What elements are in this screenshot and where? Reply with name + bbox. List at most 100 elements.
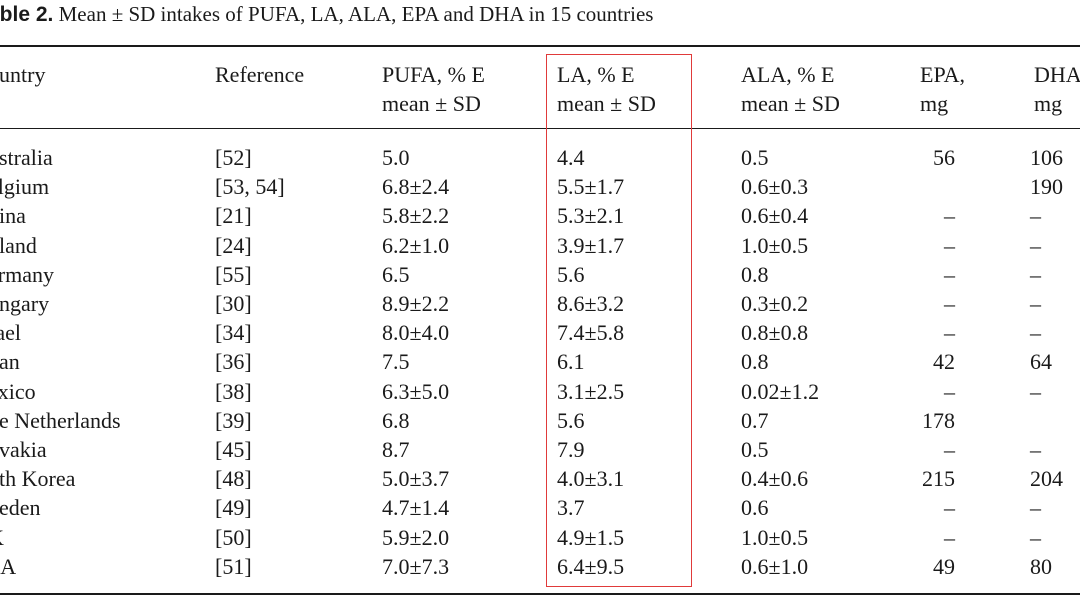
cell-dha: – [1030, 291, 1041, 316]
cell-reference[interactable]: [45] [215, 437, 252, 462]
cell-pufa: 5.8±2.2 [382, 203, 450, 229]
cell-pufa: 4.7±1.4 [382, 495, 450, 521]
cell-country: rael [0, 320, 21, 346]
cell-la: 8.6±3.2 [557, 291, 625, 316]
cell-dha: 106 [1030, 145, 1063, 170]
header-ala-line2: mean ± SD [741, 91, 840, 116]
cell-dha: – [1030, 524, 1041, 550]
cell-pufa: 5.0 [382, 145, 410, 170]
cell-la: 5.5±1.7 [557, 174, 625, 200]
cell-country: he Netherlands [0, 407, 121, 433]
cell-ala: 0.4±0.6 [741, 466, 809, 492]
cell-reference[interactable]: [39] [215, 407, 252, 433]
cell-epa: 215 [922, 466, 955, 492]
cell-ala: 0.6 [741, 495, 769, 521]
table-row: K [50] 5.9±2.0 4.9±1.5 1.0±0.5 – – [0, 523, 1080, 552]
cell-reference[interactable]: [51] [215, 553, 252, 579]
cell-reference[interactable]: [49] [215, 495, 252, 521]
table-row: ovakia [45] 8.7 7.9 0.5 – – [0, 435, 1080, 464]
cell-country: pan [0, 349, 20, 375]
cell-reference[interactable]: [24] [215, 232, 252, 258]
cell-reference[interactable]: [52] [215, 145, 252, 170]
table-row: hina [21] 5.8±2.2 5.3±2.1 0.6±0.4 – – [0, 201, 1080, 230]
cell-ala: 0.02±1.2 [741, 378, 820, 404]
cell-country: SA [0, 553, 17, 579]
cell-ala: 0.7 [741, 407, 769, 433]
cell-la: 5.3±2.1 [557, 203, 625, 229]
cell-country: elgium [0, 174, 50, 200]
cell-reference[interactable]: [30] [215, 291, 252, 316]
cell-ala: 0.5 [741, 437, 769, 462]
cell-reference[interactable]: [36] [215, 349, 252, 375]
cell-epa: 178 [922, 407, 955, 433]
cell-epa: – [944, 437, 955, 462]
cell-reference[interactable]: [48] [215, 466, 252, 492]
cell-epa: – [944, 261, 955, 287]
cell-epa: 42 [933, 349, 955, 375]
cell-reference[interactable]: [34] [215, 320, 252, 346]
table-row: nland [24] 6.2±1.0 3.9±1.7 1.0±0.5 – – [0, 231, 1080, 260]
cell-epa: – [944, 232, 955, 258]
table-row: exico [38] 6.3±5.0 3.1±2.5 0.02±1.2 – – [0, 377, 1080, 406]
cell-pufa: 6.8±2.4 [382, 174, 450, 200]
cell-dha: – [1030, 378, 1041, 404]
table-row: SA [51] 7.0±7.3 6.4±9.5 0.6±1.0 49 80 [0, 552, 1080, 581]
cell-pufa: 6.2±1.0 [382, 232, 450, 258]
header-pufa: PUFA, % E mean ± SD [382, 60, 485, 118]
cell-pufa: 6.3±5.0 [382, 378, 450, 404]
cell-la: 5.6 [557, 407, 585, 433]
cell-dha: – [1030, 495, 1041, 521]
header-dha-line2: mg [1034, 91, 1063, 116]
cell-la: 4.0±3.1 [557, 466, 625, 492]
cell-pufa: 8.0±4.0 [382, 320, 450, 346]
cell-la: 6.4±9.5 [557, 553, 625, 579]
cell-dha: – [1030, 320, 1041, 346]
cell-la: 7.4±5.8 [557, 320, 625, 346]
table-header-rule [0, 128, 1080, 129]
cell-ala: 1.0±0.5 [741, 524, 809, 550]
cell-dha: 204 [1030, 466, 1063, 492]
cell-ala: 0.8 [741, 349, 769, 375]
cell-ala: 0.6±1.0 [741, 553, 809, 579]
cell-reference[interactable]: [55] [215, 261, 252, 287]
cell-country: uth Korea [0, 466, 76, 492]
cell-la: 5.6 [557, 261, 585, 287]
table-title: Mean ± SD intakes of PUFA, LA, ALA, EPA … [58, 2, 654, 26]
cell-dha: 80 [1030, 553, 1052, 579]
table-row: veden [49] 4.7±1.4 3.7 0.6 – – [0, 493, 1080, 522]
cell-la: 3.1±2.5 [557, 378, 625, 404]
cell-ala: 0.3±0.2 [741, 291, 809, 316]
cell-reference[interactable]: [50] [215, 524, 252, 550]
cell-dha: – [1030, 203, 1041, 229]
cell-country: ermany [0, 261, 54, 287]
cell-la: 3.9±1.7 [557, 232, 625, 258]
cell-country: ustralia [0, 145, 53, 170]
cell-pufa: 6.8 [382, 407, 410, 433]
header-dha: DHA mg [1034, 60, 1080, 118]
cell-dha: – [1030, 232, 1041, 258]
cell-la: 6.1 [557, 349, 585, 375]
cell-reference[interactable]: [38] [215, 378, 252, 404]
cell-epa: – [944, 524, 955, 550]
cell-epa: – [944, 320, 955, 346]
cell-ala: 0.8±0.8 [741, 320, 809, 346]
cell-pufa: 5.0±3.7 [382, 466, 450, 492]
table-bottom-rule [0, 593, 1080, 595]
cell-pufa: 5.9±2.0 [382, 524, 450, 550]
cell-ala: 1.0±0.5 [741, 232, 809, 258]
cell-pufa: 8.9±2.2 [382, 291, 450, 316]
cell-country: nland [0, 232, 37, 258]
cell-ala: 0.6±0.3 [741, 174, 809, 200]
cell-country: veden [0, 495, 41, 521]
cell-pufa: 8.7 [382, 437, 410, 462]
cell-la: 4.9±1.5 [557, 524, 625, 550]
table-row: elgium [53, 54] 6.8±2.4 5.5±1.7 0.6±0.3 … [0, 172, 1080, 201]
table-caption: able 2. Mean ± SD intakes of PUFA, LA, A… [0, 2, 653, 27]
header-ala-line1: ALA, % E [741, 62, 835, 87]
cell-reference[interactable]: [21] [215, 203, 252, 229]
cell-epa: 56 [933, 145, 955, 170]
cell-epa: – [944, 203, 955, 229]
cell-reference[interactable]: [53, 54] [215, 174, 285, 200]
cell-country: exico [0, 378, 36, 404]
header-pufa-line2: mean ± SD [382, 91, 481, 116]
